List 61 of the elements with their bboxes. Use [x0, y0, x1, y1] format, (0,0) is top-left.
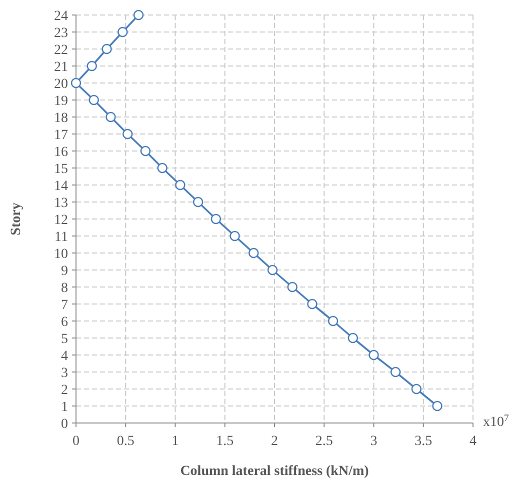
y-tick-label: 1	[61, 400, 68, 415]
y-tick-label: 9	[61, 264, 68, 279]
x-tick-label: 1	[172, 434, 179, 449]
x-tick-label: 2.5	[315, 434, 333, 449]
point	[106, 112, 116, 122]
x-axis-title: Column lateral stiffness (kN/m)	[180, 464, 370, 479]
y-tick-label: 18	[54, 111, 68, 126]
y-tick-label: 10	[54, 247, 68, 262]
point	[175, 180, 186, 190]
y-tick-label: 8	[61, 281, 68, 296]
y-tick-label: 2	[61, 383, 68, 398]
y-tick-label: 6	[61, 315, 68, 330]
point	[86, 60, 98, 72]
point	[348, 332, 358, 344]
y-tick-label: 21	[54, 60, 68, 75]
point	[88, 94, 100, 106]
y-tick-label: 23	[54, 26, 68, 41]
x-tick-label: 3.5	[414, 434, 432, 449]
point	[140, 146, 151, 156]
y-tick-label: 17	[54, 128, 68, 143]
x-tick-label: 1.5	[216, 434, 234, 449]
point	[328, 316, 338, 326]
x-tick-label: 0.5	[116, 434, 134, 449]
point	[368, 350, 379, 360]
point	[307, 298, 318, 310]
point	[248, 248, 259, 258]
y-tick-label: 5	[61, 332, 68, 347]
point	[411, 384, 422, 394]
y-tick-label: 7	[61, 298, 68, 313]
point	[117, 26, 128, 38]
y-tick-label: 4	[61, 349, 68, 364]
y-tick-label: 14	[54, 179, 68, 194]
y-tick-label: 13	[54, 196, 68, 211]
y-tick-label: 0	[61, 417, 68, 432]
point	[210, 214, 222, 224]
y-tick-label: 22	[54, 43, 68, 58]
y-tick-label: 3	[61, 366, 68, 381]
point	[432, 400, 442, 412]
point	[102, 44, 112, 54]
y-tick-label: 12	[54, 213, 68, 228]
y-tick-label: 24	[54, 9, 68, 24]
y-axis-title: Story	[9, 202, 24, 236]
y-tick-label: 20	[54, 77, 68, 92]
text: x10$^{7}$	[483, 412, 509, 430]
x-tick-label: 0	[72, 434, 80, 449]
y-tick-label: 15	[54, 162, 68, 177]
point	[267, 264, 278, 276]
point	[70, 78, 82, 88]
point	[230, 230, 240, 242]
point	[133, 10, 144, 20]
point	[157, 162, 168, 174]
x-tick-label: 4	[470, 434, 476, 449]
x-tick-label: 3	[370, 434, 378, 449]
y-tick-label: 19	[54, 94, 68, 109]
y-tick-label: 16	[54, 145, 68, 160]
point	[390, 366, 401, 378]
point	[122, 128, 133, 140]
y-tick-label: 11	[54, 230, 68, 245]
x-tick-label: 2	[271, 434, 278, 449]
point	[192, 196, 204, 208]
point	[287, 282, 298, 292]
